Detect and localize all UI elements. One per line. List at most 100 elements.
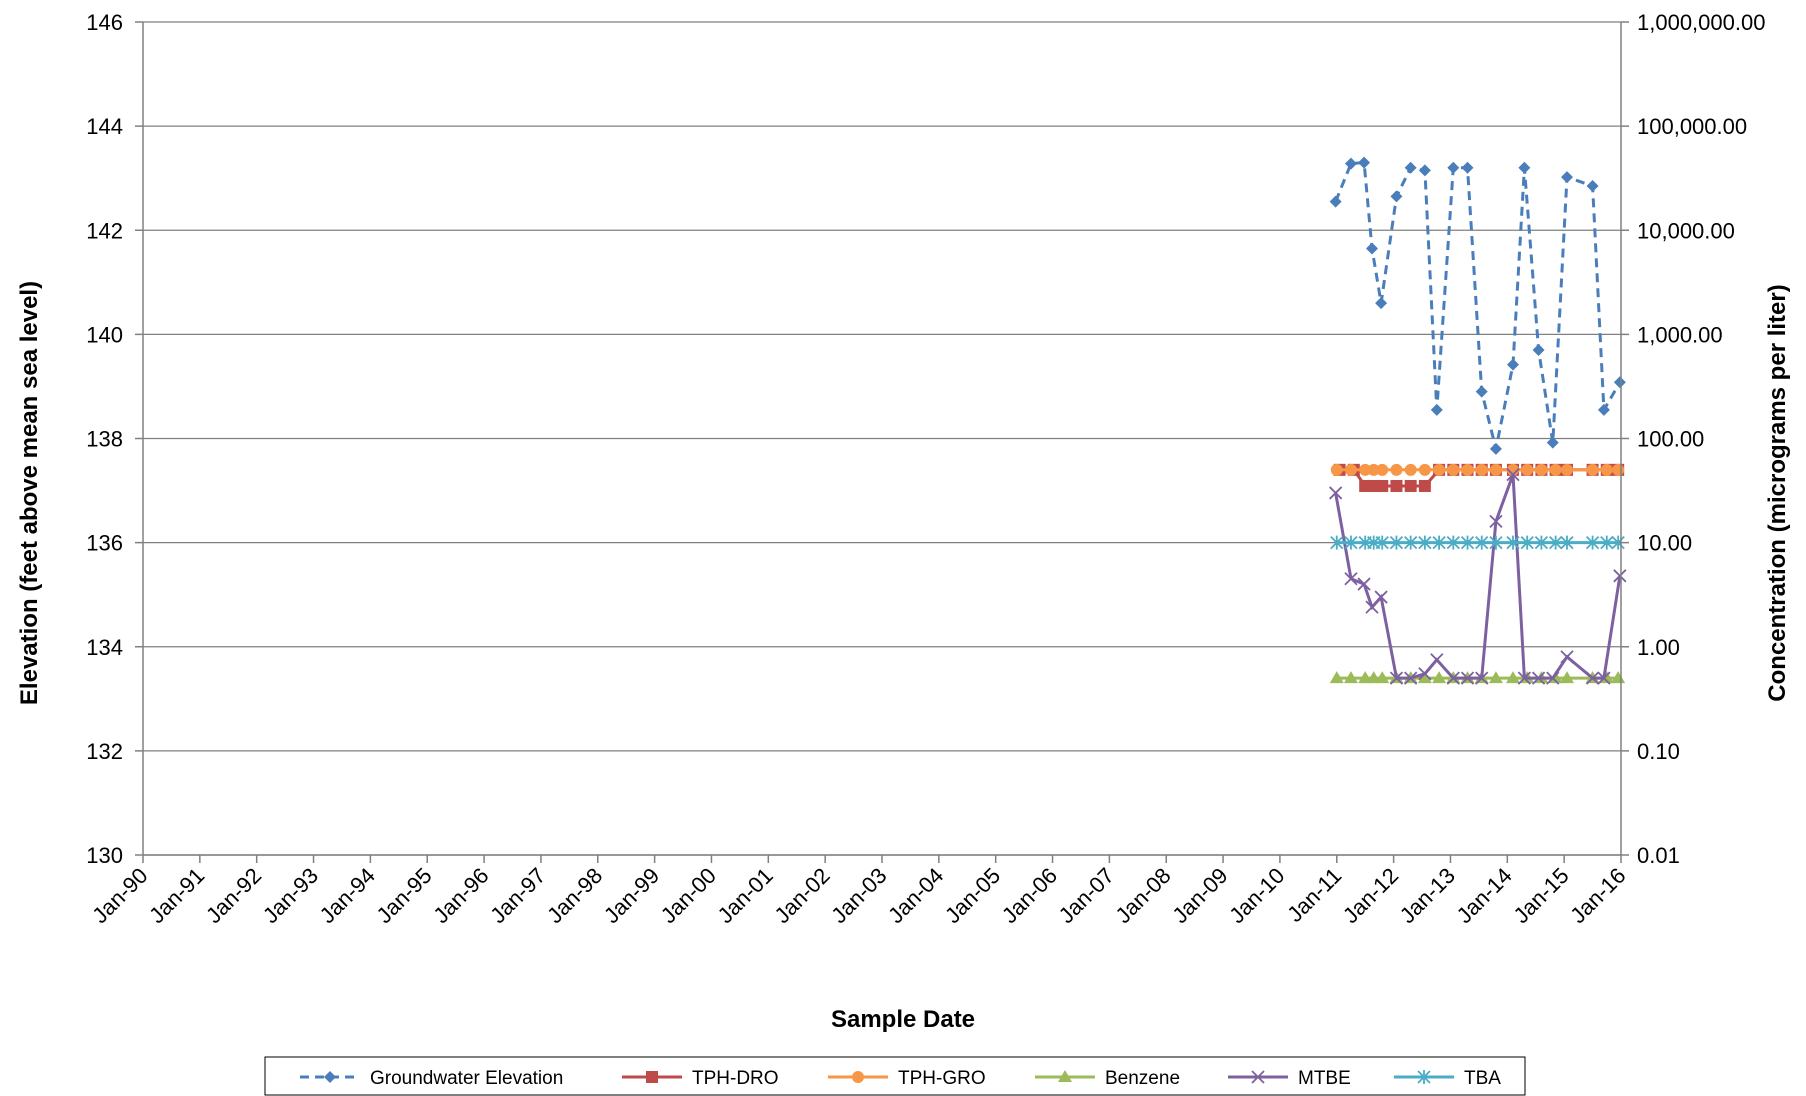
- x-tick-label: Jan-91: [144, 863, 209, 928]
- data-point-circle: [1475, 463, 1488, 476]
- x-tick-label: Jan-12: [1338, 863, 1403, 928]
- data-point-circle: [1330, 463, 1343, 476]
- data-point-diamond: [1329, 195, 1342, 208]
- left-tick-label: 144: [86, 114, 123, 139]
- data-point-star: [1534, 535, 1549, 550]
- data-point-x: [1585, 671, 1600, 685]
- data-point-triangle: [1548, 671, 1563, 684]
- data-point-square: [1404, 479, 1417, 492]
- data-point-diamond: [1489, 442, 1502, 455]
- data-point-star: [1475, 535, 1489, 550]
- data-point-circle: [1390, 463, 1403, 476]
- data-point-diamond: [1461, 161, 1474, 174]
- data-point-triangle: [1559, 671, 1574, 684]
- data-point-circle: [1600, 463, 1613, 476]
- x-tick-label: Jan-98: [542, 863, 607, 928]
- legend: Groundwater Elevation TPH-DRO TPH-GRO Benze…: [264, 1056, 1526, 1096]
- data-point-circle: [1521, 463, 1534, 476]
- data-point-x: [1546, 671, 1560, 685]
- y-axis-title: Elevation (feet above mean sea level): [16, 281, 43, 705]
- data-point-x: [1506, 467, 1520, 482]
- data-point-x: [1460, 671, 1475, 685]
- x-tick-label: Jan-99: [599, 863, 664, 928]
- data-point-circle: [1489, 463, 1502, 476]
- data-point-x: [1446, 671, 1460, 685]
- data-point-square: [1418, 479, 1431, 492]
- left-tick-label: 146: [86, 10, 123, 35]
- data-point-triangle: [1329, 671, 1344, 684]
- data-point-circle: [1433, 463, 1446, 476]
- data-point-circle: [852, 1071, 864, 1083]
- x-tick-label: Jan-93: [258, 863, 323, 928]
- series-groundwater-elevation: [1329, 156, 1626, 455]
- x-tick-label: Jan-14: [1452, 863, 1517, 928]
- data-point-diamond: [1390, 190, 1403, 203]
- gridlines: [143, 21, 1621, 856]
- data-point-star: [1585, 535, 1600, 550]
- series-layer: [1328, 156, 1627, 685]
- left-tick-label: 130: [86, 843, 123, 868]
- x-tick-label: Jan-10: [1224, 863, 1289, 928]
- data-point-x: [1389, 671, 1404, 685]
- x-tick-label: Jan-95: [372, 863, 437, 928]
- data-point-circle: [1344, 463, 1357, 476]
- data-point-diamond: [1586, 179, 1599, 192]
- data-point-star: [1460, 535, 1475, 550]
- data-point-x: [1344, 572, 1358, 586]
- data-point-star: [1446, 535, 1460, 550]
- x-tick-label: Jan-08: [1111, 863, 1176, 928]
- data-point-x: [1531, 671, 1546, 685]
- data-point-diamond: [1430, 403, 1443, 416]
- legend-label: MTBE: [1298, 1068, 1351, 1089]
- data-point-triangle: [1432, 671, 1447, 684]
- x-tick-label: Jan-92: [201, 863, 266, 928]
- legend-label: TBA: [1464, 1068, 1501, 1089]
- data-point-circle: [1367, 463, 1380, 476]
- data-point-square: [646, 1071, 658, 1083]
- right-tick-label: 100,000.00: [1637, 114, 1747, 139]
- data-point-triangle: [1599, 671, 1614, 684]
- data-point-circle: [1418, 463, 1431, 476]
- legend-item: TPH-GRO: [828, 1068, 986, 1089]
- data-point-square: [1376, 479, 1389, 492]
- data-point-x: [1404, 671, 1418, 685]
- left-tick-label: 132: [86, 739, 123, 764]
- series-mtbe: [1328, 467, 1627, 685]
- x-tick-label: Jan-01: [713, 863, 778, 928]
- x-tick-label: Jan-97: [485, 863, 550, 928]
- left-tick-label: 140: [86, 322, 123, 347]
- x-tick-label: Jan-03: [826, 863, 891, 928]
- data-point-circle: [1404, 463, 1417, 476]
- x-tick-label: Jan-96: [428, 863, 493, 928]
- data-point-circle: [1461, 463, 1474, 476]
- x-tick-label: Jan-07: [1054, 863, 1119, 928]
- x-axis-title: Sample Date: [831, 1006, 975, 1033]
- x-axis-ticks: Jan-90Jan-91Jan-92Jan-93Jan-94Jan-95Jan-…: [87, 855, 1631, 928]
- data-point-x: [1328, 486, 1343, 500]
- data-point-circle: [1359, 463, 1372, 476]
- data-point-star: [1389, 535, 1404, 550]
- data-point-star: [1560, 535, 1574, 550]
- data-point-x: [1613, 569, 1627, 583]
- data-point-square: [1390, 479, 1403, 492]
- data-point-triangle: [1058, 1070, 1072, 1082]
- legend-label: Groundwater Elevation: [370, 1068, 563, 1089]
- left-tick-label: 134: [86, 635, 123, 660]
- right-tick-label: 1.00: [1637, 635, 1680, 660]
- data-point-diamond: [1375, 297, 1388, 310]
- data-point-circle: [1549, 463, 1562, 476]
- x-tick-label: Jan-05: [940, 863, 1005, 928]
- legend-item: Groundwater Elevation: [300, 1068, 563, 1089]
- data-point-diamond: [1418, 164, 1431, 177]
- left-tick-label: 142: [86, 218, 123, 243]
- data-point-triangle: [1505, 671, 1520, 684]
- legend-label: TPH-DRO: [692, 1068, 779, 1089]
- series-tph-gro: [1330, 463, 1625, 476]
- data-point-x: [1560, 650, 1574, 664]
- data-point-x: [1475, 671, 1489, 685]
- data-point-circle: [1560, 463, 1573, 476]
- x-tick-label: Jan-00: [656, 863, 721, 928]
- data-point-star: [1548, 535, 1563, 550]
- data-point-star: [1330, 535, 1344, 550]
